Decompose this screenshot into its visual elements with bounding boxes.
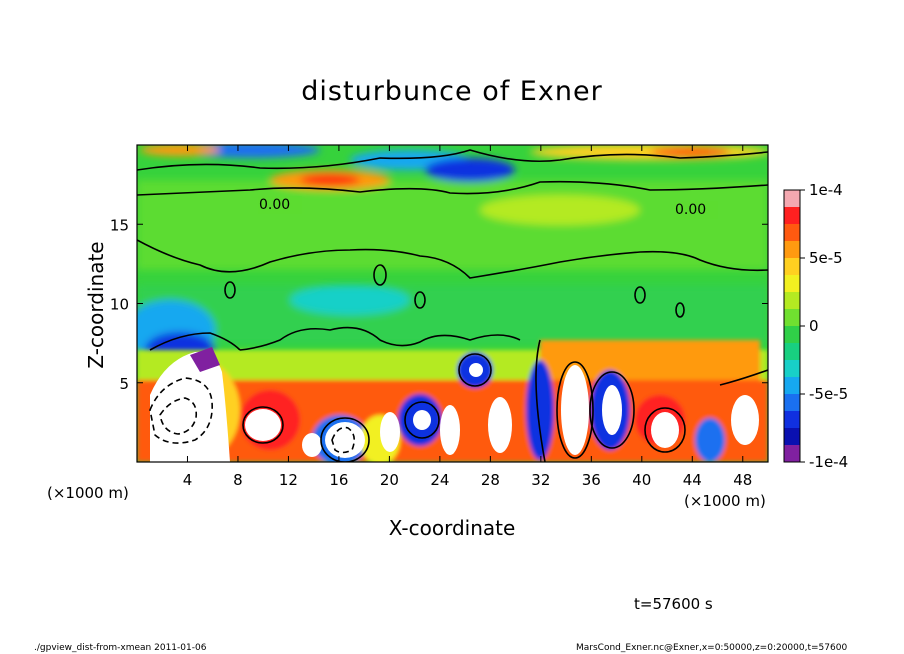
colorbar-swatch-13 <box>784 411 800 429</box>
colorbar-tick-label-2: 0 <box>809 317 819 335</box>
x-tick-label-9: 40 <box>632 471 651 489</box>
x-tick-label-11: 48 <box>733 471 752 489</box>
x-axis-unit-right: (×1000 m) <box>684 492 766 510</box>
colorbar-swatch-7 <box>784 309 800 327</box>
heatmap-field <box>137 145 768 462</box>
colorbar: 1e-4 5e-5 0 -5e-5 -1e-4 <box>783 181 848 471</box>
colorbar-swatch-12 <box>784 394 800 412</box>
colorbar-swatch-6 <box>784 292 800 310</box>
x-tick-label-4: 20 <box>380 471 399 489</box>
colorbar-swatch-0 <box>784 190 800 208</box>
colorbar-swatch-2 <box>784 224 800 242</box>
contour-label-1: 0.00 <box>675 202 706 218</box>
x-tick-label-8: 36 <box>582 471 601 489</box>
colorbar-swatch-8 <box>784 326 800 344</box>
x-tick-label-6: 28 <box>481 471 500 489</box>
colorbar-tick-label-4: -1e-4 <box>809 453 848 471</box>
colorbar-tick-label-1: 5e-5 <box>809 249 843 267</box>
x-axis-label: X-coordinate <box>388 516 516 540</box>
y-tick-label-0: 5 <box>119 375 129 393</box>
colorbar-swatch-10 <box>784 360 800 378</box>
x-tick-label-10: 44 <box>683 471 702 489</box>
y-axis: 5 10 15 <box>110 216 768 393</box>
colorbar-tick-label-0: 1e-4 <box>809 181 843 199</box>
colorbar-swatch-3 <box>784 241 800 259</box>
y-tick-label-1: 10 <box>110 296 129 314</box>
chart-title: disturbunce of Exner <box>301 76 603 107</box>
contour-label-0: 0.00 <box>259 197 290 213</box>
colorbar-swatch-9 <box>784 343 800 361</box>
x-axis-unit-left: (×1000 m) <box>47 484 129 502</box>
colorbar-swatch-15 <box>784 445 800 463</box>
y-tick-label-2: 15 <box>110 216 129 234</box>
colorbar-swatch-5 <box>784 275 800 293</box>
x-tick-label-3: 16 <box>329 471 348 489</box>
x-tick-label-7: 32 <box>531 471 550 489</box>
x-tick-label-2: 12 <box>279 471 298 489</box>
x-axis: 4 8 12 16 20 24 28 32 36 40 44 48 <box>183 145 752 489</box>
colorbar-swatch-11 <box>784 377 800 395</box>
colorbar-swatch-1 <box>784 207 800 225</box>
x-tick-label-5: 24 <box>430 471 449 489</box>
x-tick-label-0: 4 <box>183 471 193 489</box>
footer-source-label: MarsCond_Exner.nc@Exner,x=0:50000,z=0:20… <box>576 643 848 653</box>
colorbar-swatch-4 <box>784 258 800 276</box>
x-tick-label-1: 8 <box>233 471 243 489</box>
footer-script-label: ./gpview_dist-from-xmean 2011-01-06 <box>34 643 207 653</box>
colorbar-swatch-14 <box>784 428 800 446</box>
time-label: t=57600 s <box>634 595 713 613</box>
colorbar-tick-label-3: -5e-5 <box>809 385 848 403</box>
